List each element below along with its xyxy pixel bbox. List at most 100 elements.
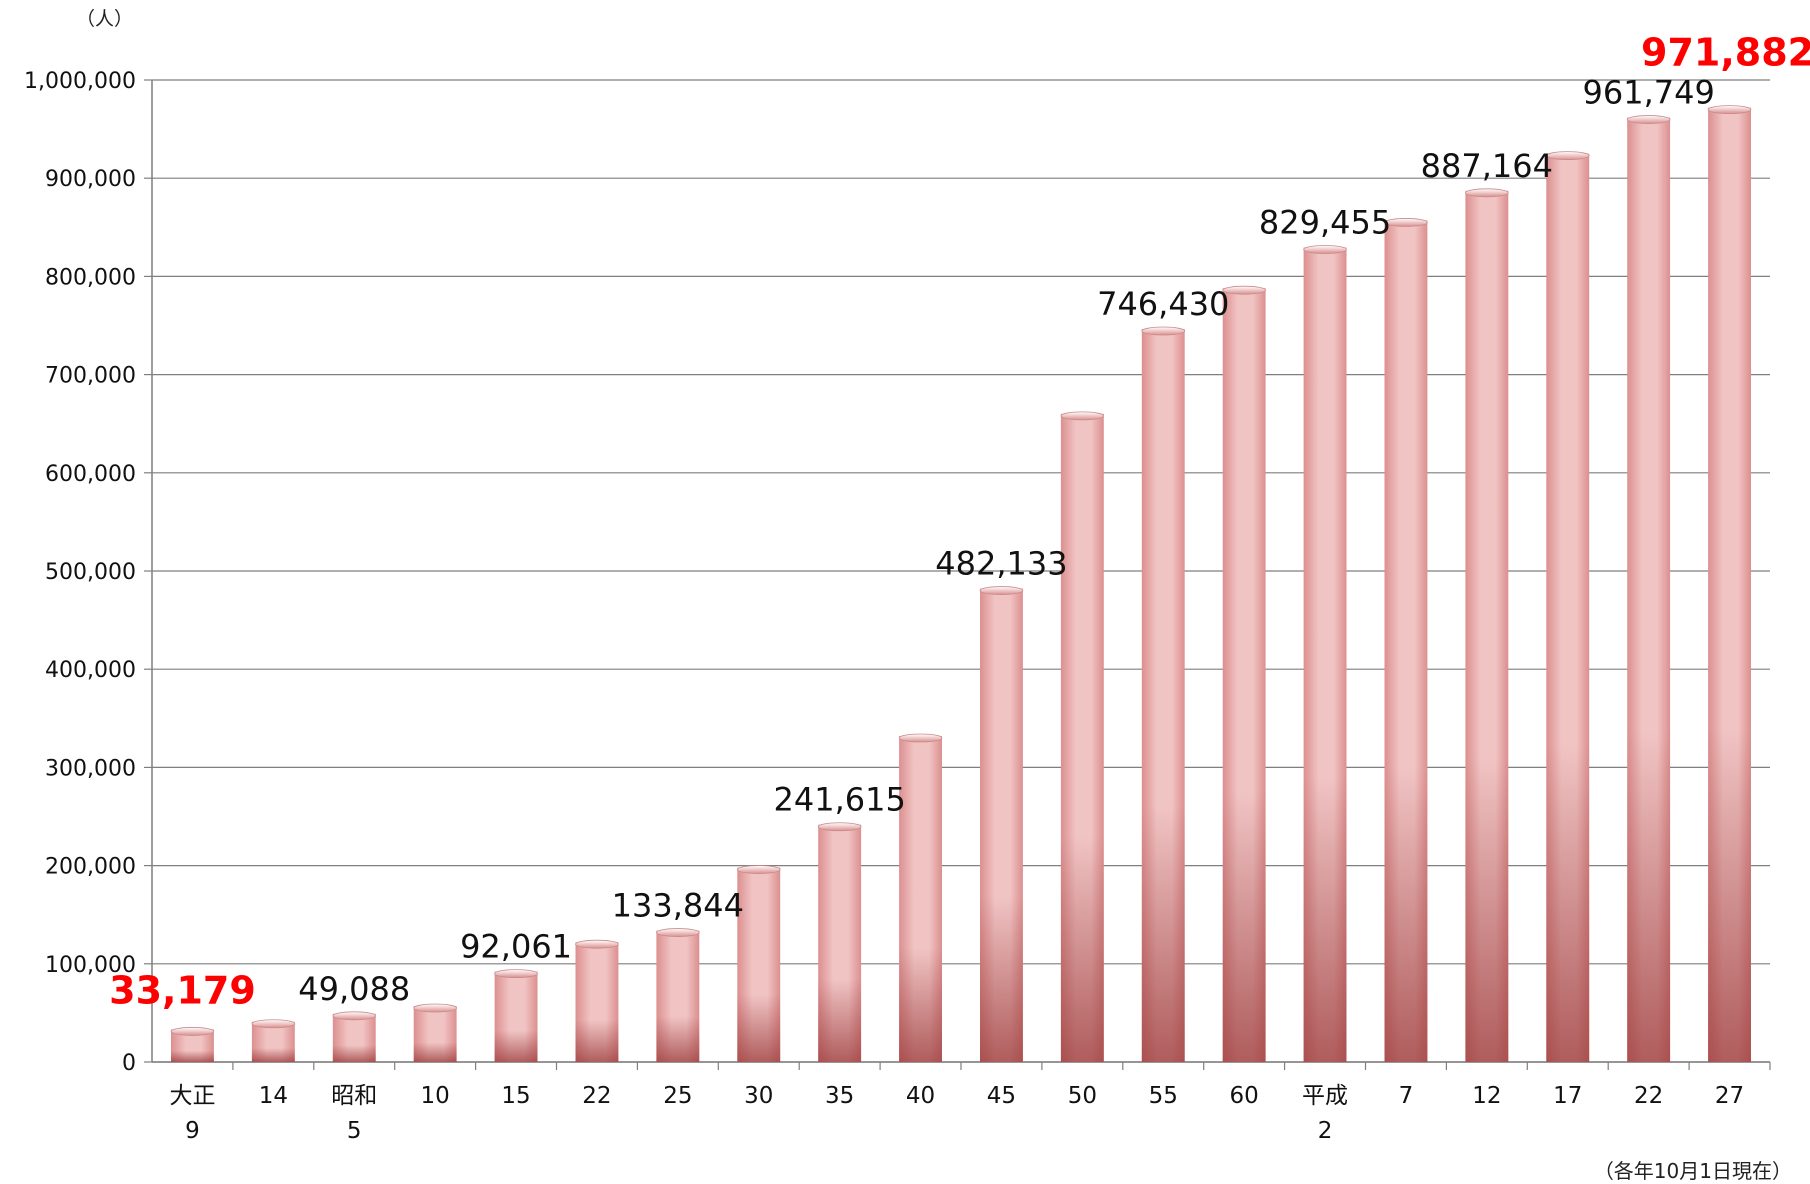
y-tick-label: 700,000 bbox=[45, 364, 136, 389]
x-tick-label: 50 bbox=[1068, 1083, 1097, 1109]
bar bbox=[575, 939, 619, 1062]
bar-cap bbox=[1303, 245, 1347, 254]
y-tick-label: 400,000 bbox=[45, 658, 136, 683]
bar-cap bbox=[332, 1011, 377, 1021]
data-label: 241,615 bbox=[773, 781, 905, 819]
bar-shade bbox=[1060, 413, 1104, 1062]
x-tick-label: 35 bbox=[825, 1083, 854, 1109]
bar bbox=[898, 733, 943, 1062]
bar-cap bbox=[1707, 105, 1752, 115]
bar-cap bbox=[656, 928, 700, 937]
bar-shade bbox=[413, 1006, 457, 1062]
bar-shade bbox=[1546, 153, 1590, 1062]
data-label: 961,749 bbox=[1582, 74, 1714, 112]
data-label: 887,164 bbox=[1421, 147, 1553, 185]
x-tick-label: 7 bbox=[1399, 1083, 1414, 1109]
y-tick-label: 200,000 bbox=[45, 855, 136, 880]
bar bbox=[332, 1011, 377, 1062]
bar-shade bbox=[1708, 107, 1751, 1062]
bar bbox=[736, 865, 781, 1062]
bar bbox=[1626, 115, 1671, 1062]
x-tick-era-label: 昭和 bbox=[331, 1083, 377, 1109]
y-axis-unit-label: （人） bbox=[76, 8, 134, 30]
bar-shade bbox=[575, 942, 619, 1062]
x-tick-label: 22 bbox=[582, 1083, 611, 1109]
data-label: 33,179 bbox=[109, 968, 256, 1012]
data-label: 133,844 bbox=[612, 887, 744, 925]
bar-cap bbox=[1545, 151, 1590, 161]
bar-cap bbox=[898, 733, 943, 743]
x-tick-label: 25 bbox=[663, 1083, 692, 1109]
bar-cap bbox=[494, 969, 538, 978]
bar-cap bbox=[1465, 188, 1509, 198]
bar-shade bbox=[1141, 329, 1185, 1062]
bar bbox=[1545, 151, 1590, 1062]
y-tick-label: 600,000 bbox=[45, 462, 136, 487]
bar-cap bbox=[575, 939, 619, 949]
x-tick-label: 9 bbox=[185, 1118, 200, 1144]
bar bbox=[251, 1019, 296, 1062]
bar-cap bbox=[170, 1027, 215, 1036]
bar bbox=[1707, 105, 1752, 1062]
bar bbox=[1303, 245, 1347, 1062]
x-tick-label: 5 bbox=[347, 1118, 362, 1144]
y-tick-label: 300,000 bbox=[45, 756, 136, 781]
x-tick-label: 17 bbox=[1553, 1083, 1582, 1109]
bar bbox=[1384, 218, 1428, 1062]
bar-shade bbox=[899, 735, 942, 1062]
bar-shade bbox=[494, 971, 538, 1062]
x-tick-label: 45 bbox=[987, 1083, 1016, 1109]
bar-shade bbox=[332, 1013, 376, 1062]
x-tick-label: 14 bbox=[259, 1083, 288, 1109]
data-label: 92,061 bbox=[460, 928, 572, 966]
bar-cap bbox=[1626, 115, 1671, 124]
y-tick-label: 1,000,000 bbox=[24, 69, 136, 94]
y-tick-label: 800,000 bbox=[45, 265, 136, 290]
bar-shade bbox=[1384, 220, 1428, 1062]
bar bbox=[979, 586, 1024, 1062]
bar-shade bbox=[656, 930, 700, 1062]
bar-shade bbox=[980, 588, 1023, 1062]
bar-shade bbox=[1465, 190, 1509, 1063]
bar-shade bbox=[1303, 247, 1347, 1062]
x-tick-era-label: 大正 bbox=[169, 1083, 215, 1109]
bar-cap bbox=[1384, 218, 1428, 227]
bar-cap bbox=[413, 1003, 457, 1013]
x-tick-label: 12 bbox=[1472, 1083, 1501, 1109]
x-tick-label: 40 bbox=[906, 1083, 935, 1109]
bar-cap bbox=[251, 1019, 296, 1029]
data-label: 971,882 bbox=[1641, 31, 1810, 75]
x-tick-label: 55 bbox=[1149, 1083, 1178, 1109]
bar bbox=[1465, 188, 1509, 1063]
data-label: 49,088 bbox=[298, 970, 410, 1008]
y-tick-label: 0 bbox=[122, 1051, 136, 1076]
bar bbox=[817, 822, 862, 1062]
bar-cap bbox=[979, 586, 1024, 595]
bar-shade bbox=[737, 867, 781, 1062]
bar-cap bbox=[817, 822, 862, 832]
bar-shade bbox=[1627, 117, 1671, 1062]
bar-cap bbox=[1060, 411, 1105, 421]
x-tick-label: 10 bbox=[421, 1083, 450, 1109]
bar-shade bbox=[1222, 288, 1266, 1063]
footnote: （各年10月1日現在） bbox=[1593, 1159, 1792, 1183]
bar-cap bbox=[1222, 285, 1266, 295]
bar bbox=[1222, 285, 1266, 1063]
bar bbox=[1141, 326, 1186, 1062]
bar bbox=[494, 969, 538, 1062]
x-tick-label: 2 bbox=[1318, 1118, 1333, 1144]
bar-shade bbox=[251, 1021, 295, 1062]
bar bbox=[1060, 411, 1105, 1062]
data-label: 746,430 bbox=[1097, 285, 1229, 323]
x-tick-label: 30 bbox=[744, 1083, 773, 1109]
bar-cap bbox=[736, 865, 781, 874]
x-tick-label: 60 bbox=[1230, 1083, 1259, 1109]
y-tick-label: 900,000 bbox=[45, 167, 136, 192]
x-tick-label: 22 bbox=[1634, 1083, 1663, 1109]
x-tick-label: 15 bbox=[501, 1083, 530, 1109]
y-tick-label: 100,000 bbox=[45, 953, 136, 978]
bar-shade bbox=[818, 824, 862, 1062]
y-tick-label: 500,000 bbox=[45, 560, 136, 585]
bar bbox=[170, 1027, 215, 1062]
